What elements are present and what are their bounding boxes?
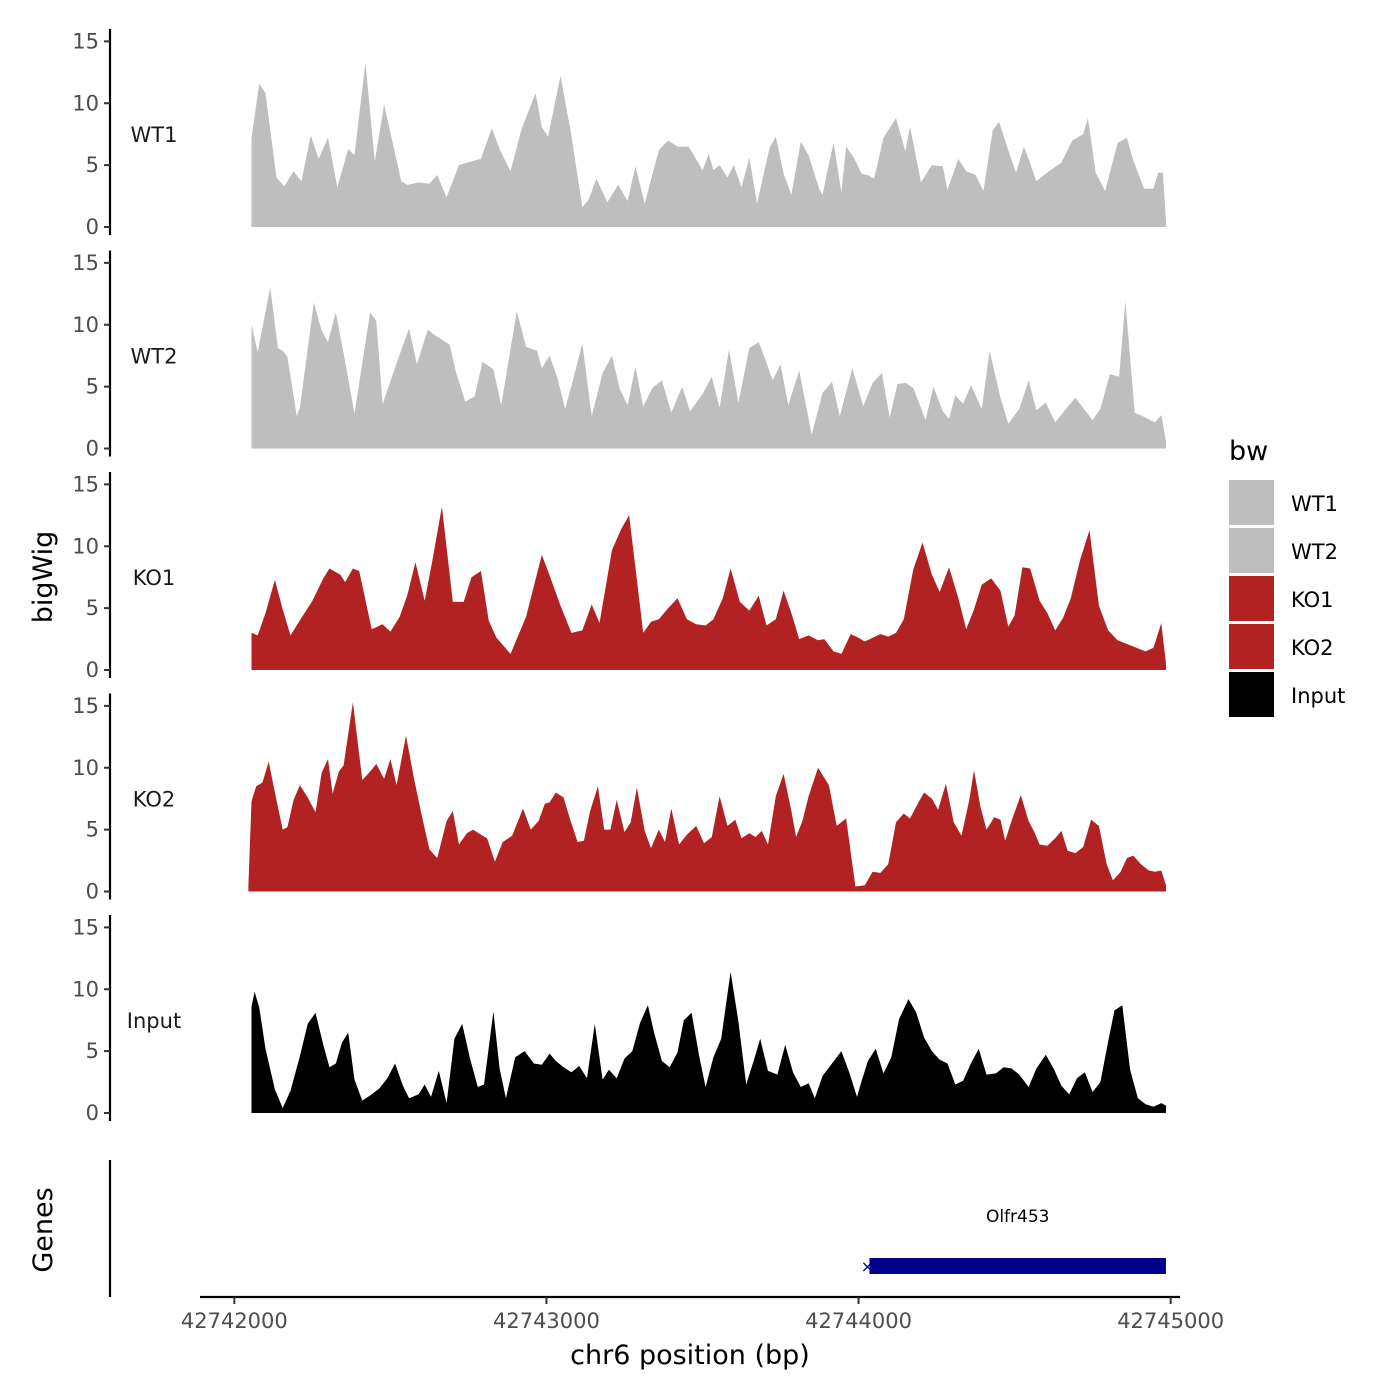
coverage-tracks: 0 5 10 15 WT1 0 5 10 15 WT2 0 5 10 15 KO1 0 5 10 15 KO2 0 5 10…: [72, 29, 1166, 1125]
y-tick-label: 15: [72, 915, 99, 939]
y-tick-label: 10: [72, 91, 99, 115]
coverage-area-ko1: [251, 506, 1166, 670]
coverage-area-input: [251, 971, 1166, 1113]
y-tick-label: 5: [86, 818, 99, 842]
legend-key-ko2: [1229, 624, 1274, 669]
coverage-area-wt2: [251, 287, 1166, 449]
track-input: 0 5 10 15 Input: [72, 915, 1166, 1125]
legend-label-input: Input: [1291, 684, 1345, 708]
y-axis-title: bigWig: [28, 531, 59, 624]
y-tick-label: 10: [72, 756, 99, 780]
x-axis-title: chr6 position (bp): [570, 1340, 810, 1371]
gene-olfr453: × Olfr453: [861, 1207, 1166, 1276]
y-tick-label: 5: [86, 153, 99, 177]
track-label-input: Input: [127, 1009, 181, 1033]
track-wt1: 0 5 10 15 WT1: [72, 29, 1166, 239]
legend-label-wt2: WT2: [1291, 540, 1338, 564]
x-axis: 42742000 42743000 42744000 42745000: [181, 1295, 1224, 1333]
legend: bw WT1 WT2 KO1 KO2 Input: [1229, 436, 1345, 717]
genes-panel: × Olfr453: [108, 1160, 1166, 1297]
legend-label-wt1: WT1: [1291, 492, 1338, 516]
track-label-ko2: KO2: [133, 788, 176, 812]
y-tick-label: 15: [72, 472, 99, 496]
x-tick-label: 42745000: [1117, 1309, 1224, 1333]
legend-key-wt1: [1229, 480, 1274, 525]
y-tick-label: 0: [86, 880, 99, 904]
track-label-wt1: WT1: [131, 123, 178, 147]
track-ko2: 0 5 10 15 KO2: [72, 693, 1166, 904]
coverage-area-wt1: [251, 62, 1166, 228]
y-tick-label: 15: [72, 251, 99, 275]
y-tick-label: 10: [72, 534, 99, 558]
y-tick-label: 0: [86, 437, 99, 461]
y-tick-label: 15: [72, 29, 99, 53]
coverage-area-ko2: [248, 702, 1166, 892]
genes-axis-title: Genes: [28, 1187, 59, 1272]
legend-label-ko1: KO1: [1291, 588, 1334, 612]
legend-key-ko1: [1229, 576, 1274, 621]
legend-title: bw: [1229, 436, 1268, 467]
y-tick-label: 0: [86, 1101, 99, 1125]
legend-key-input: [1229, 672, 1274, 717]
gene-body: [869, 1258, 1166, 1274]
y-tick-label: 5: [86, 375, 99, 399]
x-tick-label: 42743000: [493, 1309, 600, 1333]
track-ko1: 0 5 10 15 KO1: [72, 472, 1166, 682]
y-tick-label: 10: [72, 313, 99, 337]
y-tick-label: 0: [86, 215, 99, 239]
y-tick-label: 15: [72, 694, 99, 718]
x-tick-label: 42742000: [181, 1309, 288, 1333]
track-label-wt2: WT2: [131, 345, 178, 369]
y-tick-label: 10: [72, 977, 99, 1001]
y-tick-label: 0: [86, 658, 99, 682]
track-wt2: 0 5 10 15 WT2: [72, 250, 1166, 461]
gene-label: Olfr453: [986, 1207, 1050, 1227]
y-tick-label: 5: [86, 1039, 99, 1063]
legend-key-wt2: [1229, 528, 1274, 573]
y-tick-label: 5: [86, 596, 99, 620]
track-label-ko1: KO1: [133, 566, 176, 590]
legend-label-ko2: KO2: [1291, 636, 1334, 660]
gene-start-marker-icon: ×: [861, 1257, 874, 1276]
x-tick-label: 42744000: [805, 1309, 912, 1333]
